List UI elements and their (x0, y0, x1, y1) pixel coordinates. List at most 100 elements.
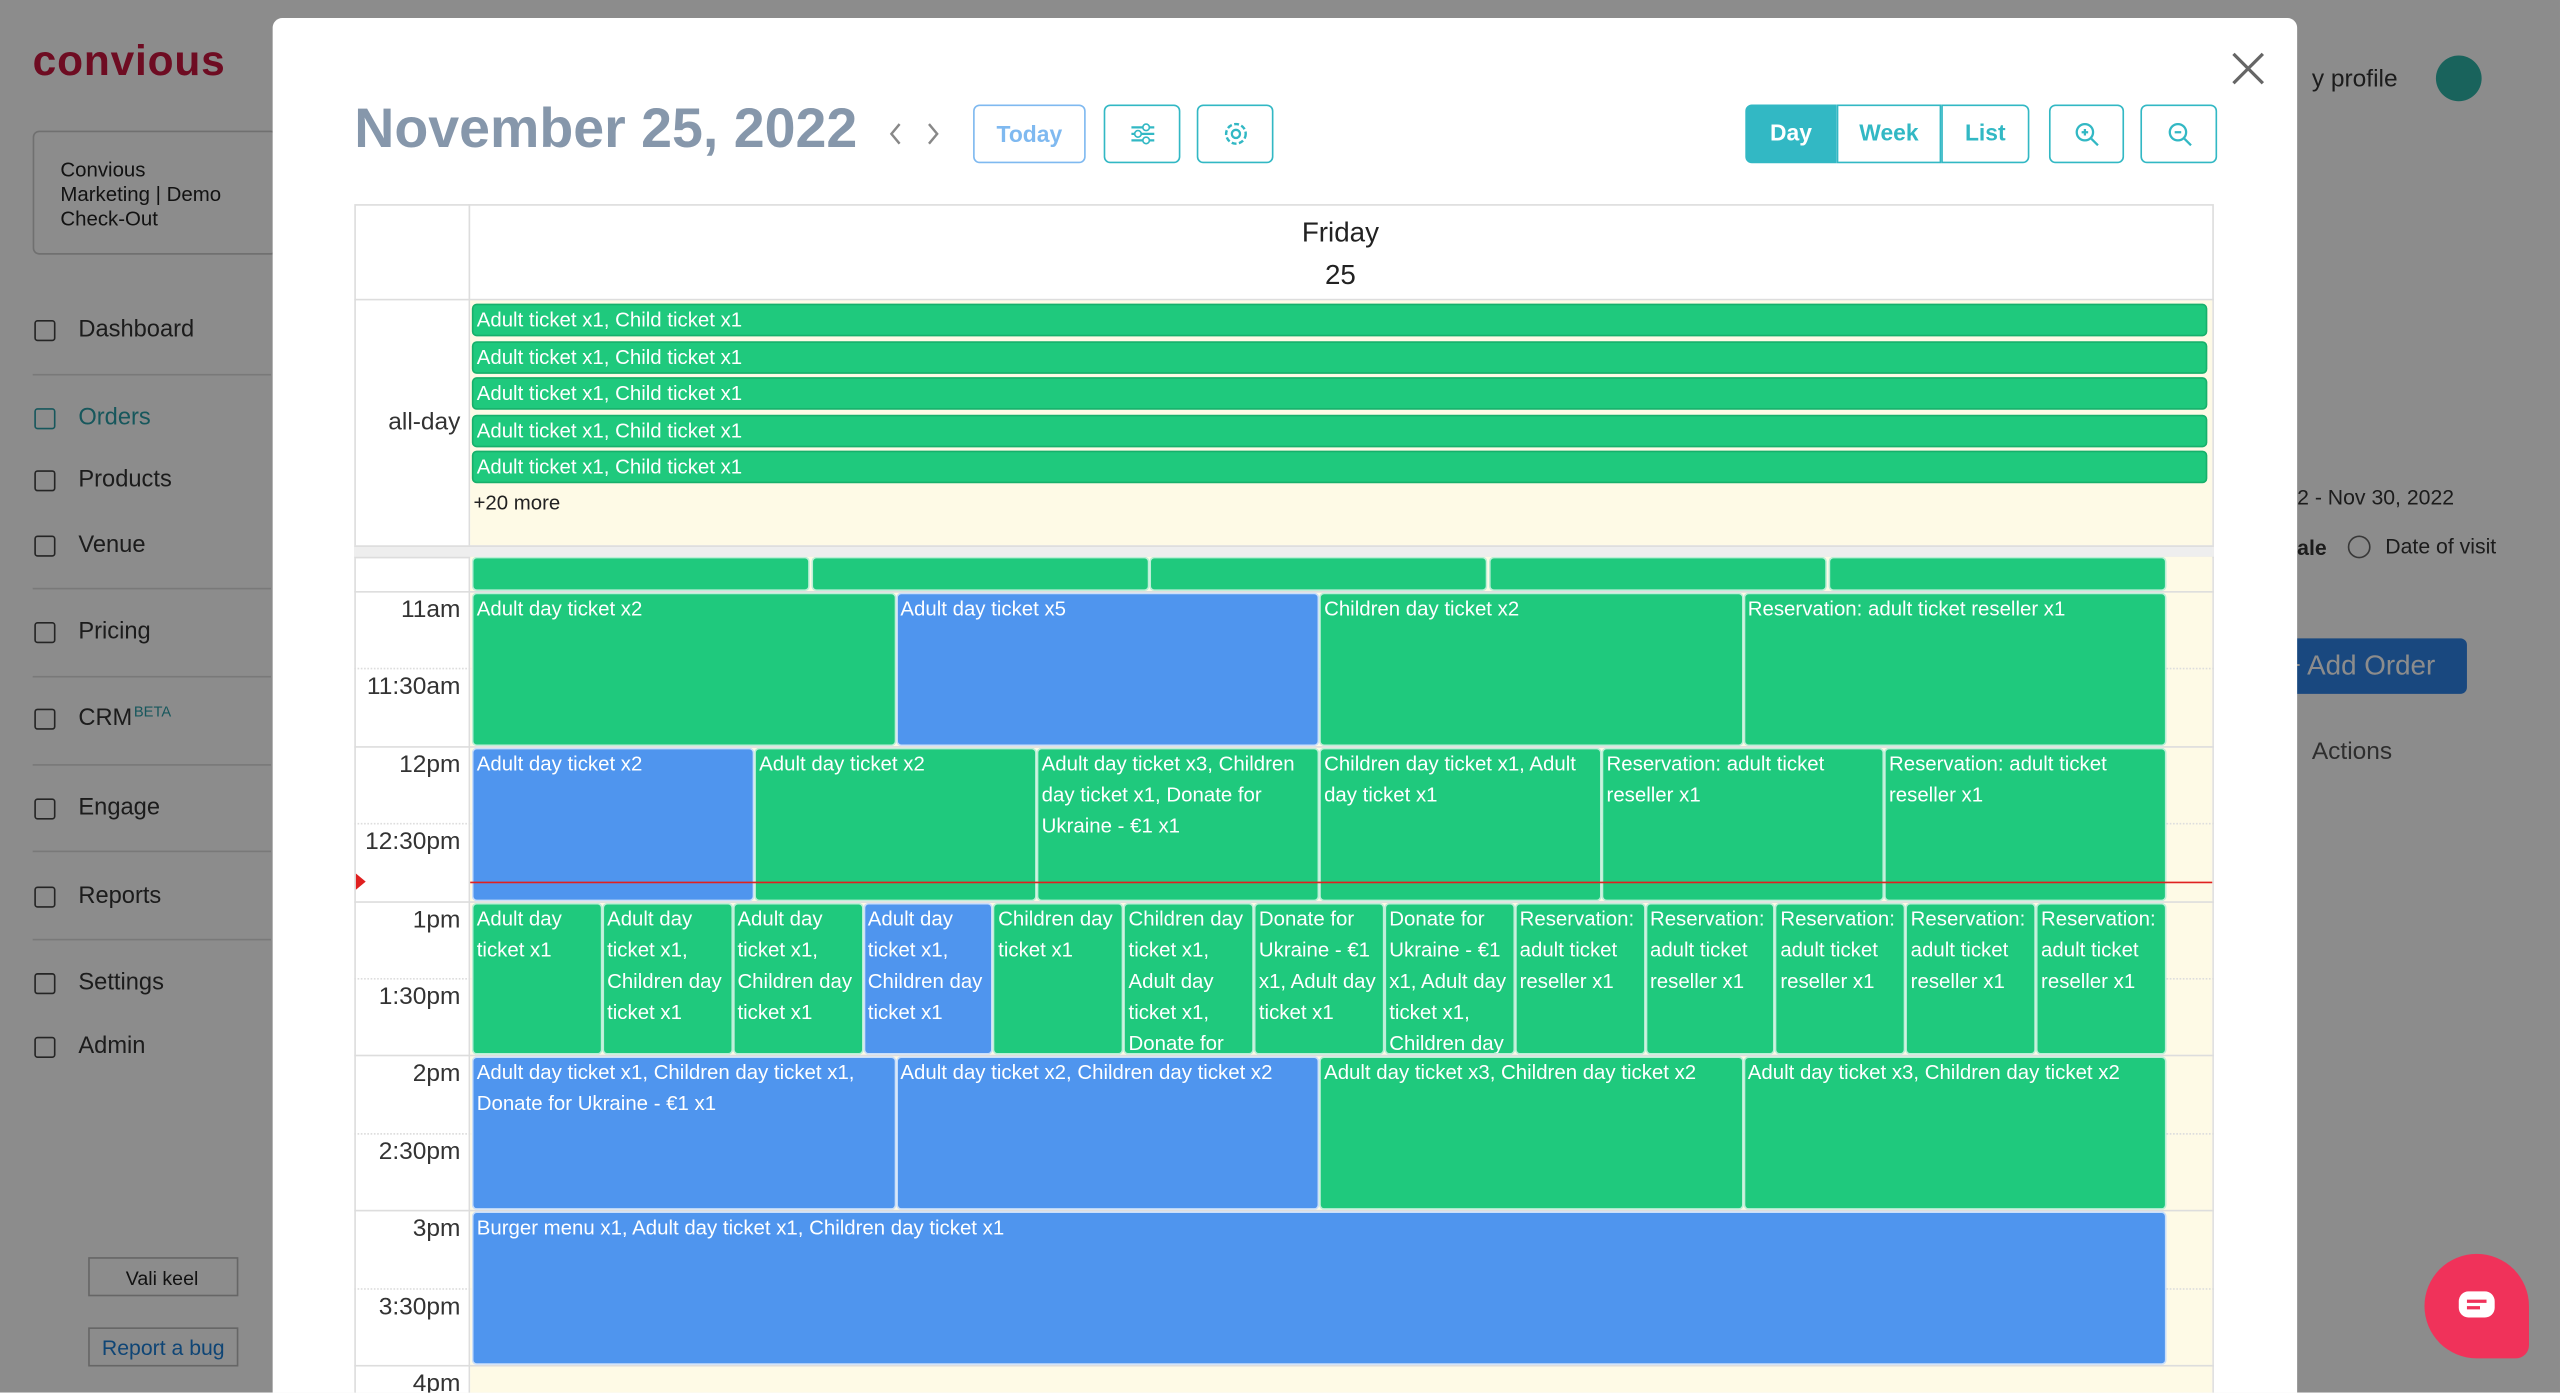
event[interactable]: Burger menu x1, Adult day ticket x1, Chi… (471, 1211, 2167, 1365)
profile[interactable]: y profile (2311, 65, 2398, 94)
event[interactable]: Reservation: adult ticket reseller x1 (1884, 747, 2167, 901)
event[interactable] (811, 556, 1150, 592)
nav-item[interactable]: Products (78, 466, 172, 494)
zoom-in[interactable] (2048, 104, 2125, 164)
time-label: 3pm (412, 1214, 461, 1243)
all-day-event[interactable]: Adult ticket x1, Child ticket x1 (471, 413, 2208, 447)
nav-icon (34, 408, 56, 430)
today-button[interactable]: Today (973, 104, 1086, 164)
all-day-event[interactable]: Adult ticket x1, Child ticket x1 (471, 450, 2208, 484)
nav-divider (32, 764, 272, 766)
event[interactable]: Reservation: adult ticket reseller x1 (1514, 902, 1646, 1056)
event[interactable]: Adult day ticket x2 (754, 747, 1037, 901)
nav-icon (34, 973, 56, 995)
nav-icon (34, 535, 56, 557)
nav-item[interactable]: Admin (78, 1033, 146, 1060)
calendar (354, 204, 2214, 1393)
event[interactable]: Reservation: adult ticket reseller x1 (1905, 902, 2037, 1056)
language-select[interactable]: Vali keel (88, 1257, 239, 1297)
time-label: 4pm (412, 1369, 461, 1393)
nav-icon (34, 319, 56, 342)
nav-item[interactable]: Settings (78, 969, 164, 996)
view-button[interactable]: Week (1836, 104, 1942, 164)
filter-sale[interactable]: ale (2297, 535, 2327, 560)
event[interactable]: Adult day ticket x1, Children day ticket… (471, 1056, 896, 1211)
time-label: 1:30pm (378, 982, 461, 1011)
actions-header: Actions (2311, 737, 2393, 766)
now-marker (355, 873, 366, 890)
event[interactable]: Children day ticket x1, Adult day ticket… (1123, 902, 1254, 1056)
event[interactable]: Adult day ticket x3, Children day ticket… (1036, 747, 1320, 901)
event[interactable]: Children day ticket x1, Adult day ticket… (1319, 747, 1602, 901)
event[interactable]: Reservation: adult ticket reseller x1 (1645, 902, 1776, 1056)
radio[interactable] (2347, 535, 2371, 559)
nav-item[interactable]: Pricing (78, 618, 151, 645)
report-bug[interactable]: Report a bug (88, 1327, 239, 1367)
all-day-event[interactable]: Adult ticket x1, Child ticket x1 (471, 377, 2208, 410)
event[interactable]: Donate for Ukraine - €1 x1, Adult day ti… (1384, 902, 1515, 1056)
nav-item[interactable]: Dashboard (78, 316, 195, 343)
hour-line (354, 591, 2214, 593)
nav-item[interactable]: Reports (78, 883, 162, 910)
day-number: 25 (1324, 259, 1356, 291)
filter-visit[interactable]: Date of visit (2385, 533, 2497, 559)
chat-button[interactable] (2424, 1253, 2529, 1359)
avatar[interactable] (2435, 55, 2482, 102)
event[interactable]: Reservation: adult ticket reseller x1 (1742, 592, 2167, 746)
nav-arrows[interactable] (887, 121, 946, 147)
nav-item[interactable]: Engage (78, 795, 160, 822)
event[interactable]: Reservation: adult ticket reseller x1 (1601, 747, 1885, 901)
filter-button[interactable] (1103, 104, 1181, 164)
event[interactable]: Children day ticket x2 (1319, 592, 1743, 746)
event[interactable]: Adult day ticket x5 (895, 592, 1320, 746)
time-label: 3:30pm (378, 1292, 461, 1321)
now-line (470, 881, 2213, 884)
event[interactable]: Adult day ticket x3, Children day ticket… (1742, 1056, 2167, 1211)
event[interactable]: Adult day ticket x1 (471, 902, 603, 1056)
time-label: 11:30am (366, 673, 461, 702)
account-select[interactable]: Convious Marketing | Demo Check-Out (32, 130, 278, 255)
event[interactable]: Donate for Ukraine - €1 x1, Adult day ti… (1253, 902, 1385, 1056)
close-button[interactable] (2230, 51, 2266, 87)
event[interactable]: Adult day ticket x2, Children day ticket… (895, 1056, 1320, 1211)
nav-item[interactable]: CRM (78, 705, 133, 732)
all-day-label: all-day (388, 408, 461, 436)
all-day-event[interactable]: Adult ticket x1, Child ticket x1 (471, 340, 2208, 374)
column-divider (468, 204, 471, 1393)
nav-item[interactable]: Venue (78, 532, 146, 559)
nav-item[interactable]: Orders (78, 404, 151, 432)
nav-divider (32, 850, 272, 853)
event[interactable]: Adult day ticket x1, Children day ticket… (862, 902, 994, 1056)
event[interactable] (1149, 556, 1488, 592)
view-button[interactable]: Day (1745, 104, 1837, 164)
event[interactable]: Adult day ticket x3, Children day ticket… (1319, 1056, 1743, 1211)
time-label: 1pm (412, 905, 461, 934)
all-day-event[interactable]: Adult ticket x1, Child ticket x1 (471, 303, 2208, 337)
event[interactable]: Adult day ticket x1, Children day ticket… (732, 902, 863, 1056)
zoom-out[interactable] (2140, 104, 2218, 164)
event[interactable]: Adult day ticket x1, Children day ticket… (602, 902, 733, 1056)
nav-icon (34, 798, 56, 820)
hour-line (354, 1210, 2214, 1212)
nav-icon (34, 708, 56, 730)
event[interactable] (1488, 556, 1827, 592)
hour-line (354, 1364, 2214, 1367)
settings-button[interactable] (1196, 104, 1274, 164)
event[interactable]: Adult day ticket x2 (471, 592, 896, 746)
logo: convious (32, 35, 226, 85)
more-link[interactable]: +20 more (473, 491, 561, 515)
hour-line (354, 745, 2214, 748)
event[interactable] (1828, 556, 2167, 592)
event[interactable]: Adult day ticket x2 (471, 747, 755, 901)
date-range[interactable]: 2 - Nov 30, 2022 (2297, 484, 2455, 510)
event[interactable]: Reservation: adult ticket reseller x1 (2036, 902, 2167, 1056)
nav-divider (32, 373, 272, 376)
event[interactable]: Children day ticket x1 (993, 902, 1124, 1056)
event[interactable] (471, 556, 810, 592)
event[interactable]: Reservation: adult ticket reseller x1 (1775, 902, 1906, 1056)
view-button[interactable]: List (1941, 104, 2030, 164)
time-label: 12:30pm (365, 828, 461, 856)
nav-icon (34, 622, 56, 644)
